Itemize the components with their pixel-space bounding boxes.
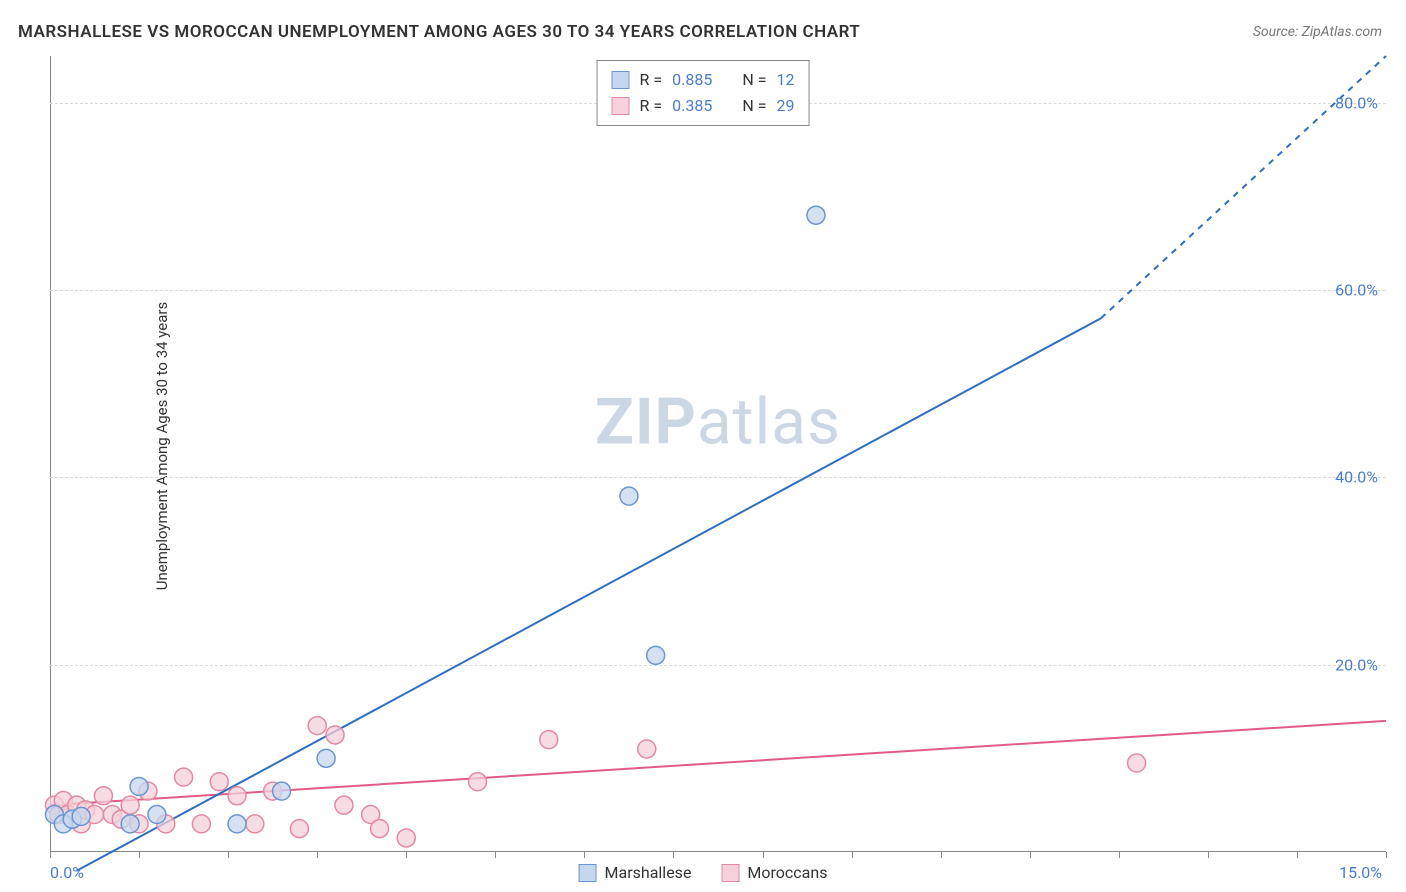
legend-item-moroccans: Moroccans bbox=[721, 863, 827, 882]
x-tick bbox=[317, 852, 318, 858]
source-prefix: Source: bbox=[1253, 24, 1302, 40]
swatch-marshallese bbox=[612, 71, 630, 89]
swatch-marshallese bbox=[579, 864, 597, 882]
x-tick bbox=[1119, 852, 1120, 858]
source-attribution: Source: ZipAtlas.com bbox=[1253, 24, 1382, 40]
r-value-moroccans: 0.385 bbox=[672, 93, 712, 119]
y-tick-label: 40.0% bbox=[1335, 468, 1378, 487]
x-tick bbox=[852, 852, 853, 858]
r-label: R = bbox=[640, 93, 663, 119]
y-tick-label: 20.0% bbox=[1335, 655, 1378, 674]
legend-item-marshallese: Marshallese bbox=[579, 863, 692, 882]
x-tick bbox=[228, 852, 229, 858]
y-tick-label: 60.0% bbox=[1335, 281, 1378, 300]
x-tick bbox=[584, 852, 585, 858]
x-axis-max-label: 15.0% bbox=[1339, 863, 1382, 882]
x-tick bbox=[1386, 852, 1387, 858]
x-tick bbox=[1297, 852, 1298, 858]
n-label: N = bbox=[742, 67, 766, 93]
x-tick bbox=[50, 852, 51, 858]
correlation-legend: R = 0.885 N = 12 R = 0.385 N = 29 bbox=[597, 60, 810, 126]
source-name: ZipAtlas.com bbox=[1302, 24, 1382, 40]
r-label: R = bbox=[640, 67, 663, 93]
x-tick bbox=[1208, 852, 1209, 858]
plot-svg bbox=[50, 56, 1386, 852]
x-tick bbox=[763, 852, 764, 858]
n-label: N = bbox=[742, 93, 766, 119]
legend-label-moroccans: Moroccans bbox=[747, 863, 827, 882]
x-tick bbox=[1030, 852, 1031, 858]
swatch-moroccans bbox=[721, 864, 739, 882]
n-value-marshallese: 12 bbox=[776, 67, 794, 93]
x-axis-min-label: 0.0% bbox=[50, 863, 84, 882]
r-value-marshallese: 0.885 bbox=[672, 67, 712, 93]
legend-row-moroccans: R = 0.385 N = 29 bbox=[612, 93, 795, 119]
y-tick-label: 80.0% bbox=[1335, 93, 1378, 112]
plot-area: ZIPatlas 20.0%40.0%60.0%80.0% bbox=[50, 56, 1386, 852]
legend-label-marshallese: Marshallese bbox=[605, 863, 692, 882]
n-value-moroccans: 29 bbox=[776, 93, 794, 119]
x-tick bbox=[495, 852, 496, 858]
x-tick bbox=[673, 852, 674, 858]
x-tick bbox=[139, 852, 140, 858]
chart-container: MARSHALLESE VS MOROCCAN UNEMPLOYMENT AMO… bbox=[0, 0, 1406, 892]
legend-row-marshallese: R = 0.885 N = 12 bbox=[612, 67, 795, 93]
swatch-moroccans bbox=[612, 97, 630, 115]
x-tick bbox=[406, 852, 407, 858]
chart-title: MARSHALLESE VS MOROCCAN UNEMPLOYMENT AMO… bbox=[18, 22, 860, 42]
series-legend: Marshallese Moroccans bbox=[579, 863, 828, 882]
x-tick bbox=[941, 852, 942, 858]
